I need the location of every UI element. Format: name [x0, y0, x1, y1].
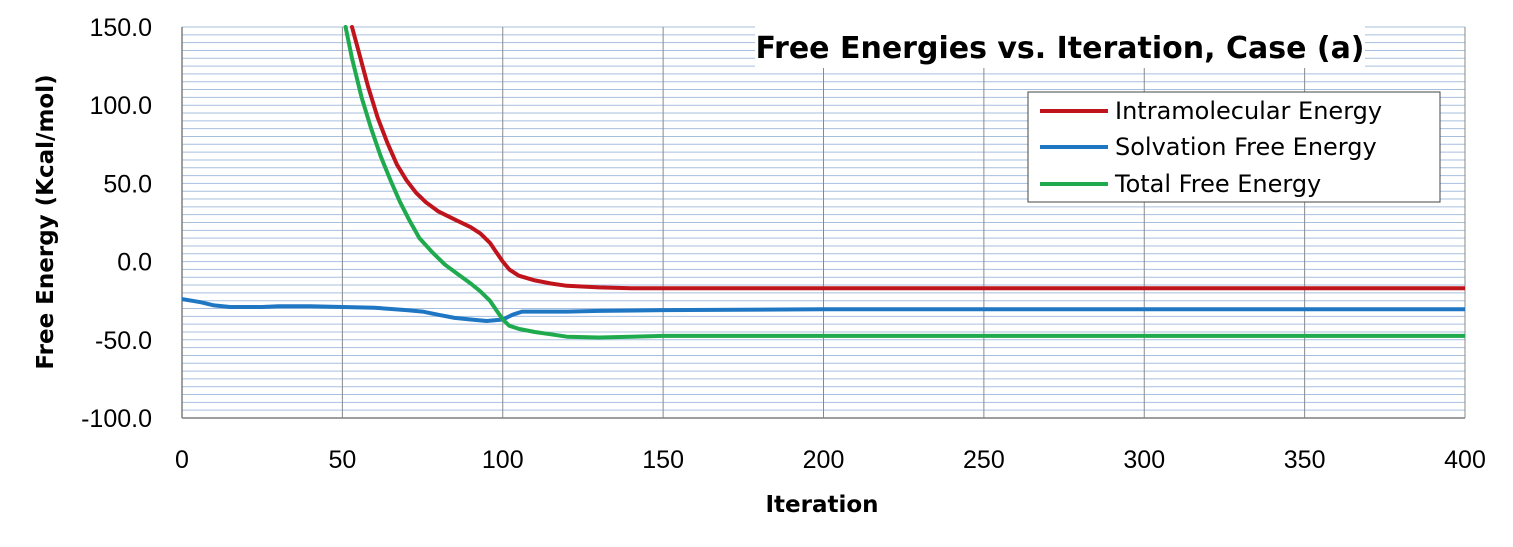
x-tick-label: 200	[803, 446, 845, 474]
legend-label-total: Total Free Energy	[1114, 170, 1321, 198]
x-tick-label: 300	[1123, 446, 1165, 474]
y-tick-label: -100.0	[81, 405, 152, 433]
legend: Intramolecular Energy Solvation Free Ene…	[1027, 91, 1441, 203]
title-background	[755, 26, 1365, 68]
plot-area	[181, 27, 1465, 419]
x-tick-label: 400	[1444, 446, 1486, 474]
x-tick-label: 250	[963, 446, 1005, 474]
y-tick-label: -50.0	[95, 327, 152, 355]
x-axis-ticks: 0 50 100 150 200 250 300 350 400	[175, 446, 1486, 474]
grid-lines	[181, 26, 1466, 419]
y-tick-label: 100.0	[89, 92, 152, 120]
y-axis-title: Free Energy (Kcal/mol)	[33, 74, 59, 369]
x-tick-label: 350	[1284, 446, 1326, 474]
x-tick-label: 100	[482, 446, 524, 474]
x-tick-label: 50	[328, 446, 356, 474]
chart-title: Free Energies vs. Iteration, Case (a)	[755, 31, 1364, 66]
y-tick-label: 50.0	[103, 170, 152, 198]
legend-label-solvation: Solvation Free Energy	[1115, 133, 1377, 161]
x-tick-label: 150	[642, 446, 684, 474]
series-layer	[182, 25, 1465, 340]
series-line-solvation-free-energy	[182, 297, 1465, 323]
legend-label-intramolecular: Intramolecular Energy	[1115, 97, 1382, 125]
y-tick-label: 150.0	[89, 14, 152, 42]
x-tick-label: 0	[175, 446, 189, 474]
series-line-total-free-energy	[343, 25, 1465, 340]
series-line-intramolecular-energy	[350, 25, 1465, 291]
x-axis-title: Iteration	[765, 492, 878, 518]
y-tick-label: 0.0	[117, 249, 152, 277]
y-axis-ticks: -100.0 -50.0 0.0 50.0 100.0 150.0	[81, 14, 152, 433]
